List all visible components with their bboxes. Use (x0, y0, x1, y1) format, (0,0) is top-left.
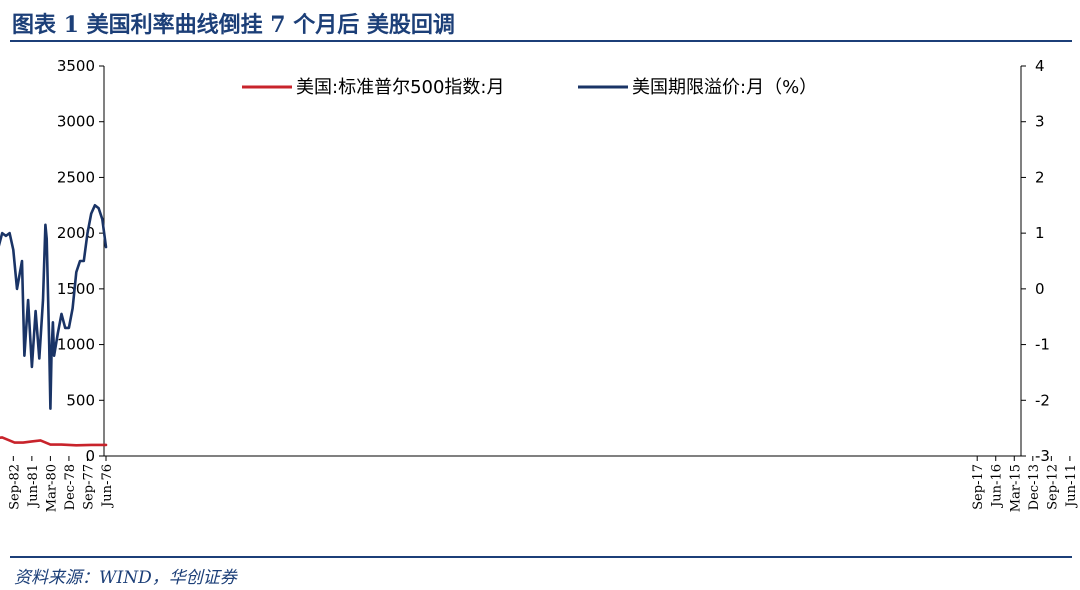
chart: 0 500 1000 1500 2000 2500 3000 3500 -3 -2 -1 0 1 2 3 4… (0, 57, 1079, 512)
x-tick-label: Jun-76 (100, 464, 115, 509)
legend-item-sp500: 美国:标准普尔500指数:月 (242, 77, 505, 98)
right-tick-label: 1 (1035, 224, 1045, 242)
x-tick-label: Dec-78 (63, 464, 78, 510)
x-tick-label: Sep-77 (81, 464, 96, 510)
x-tick-label: Jun-81 (26, 464, 41, 509)
left-tick-label: 3000 (57, 113, 95, 131)
report-header: 图表 1 美国利率曲线倒挂 7 个月后 美股回调 (0, 0, 1080, 44)
right-tick-label: -3 (1035, 447, 1050, 465)
right-axis-ticks: -3 -2 -1 0 1 2 3 4 (1021, 57, 1050, 465)
left-tick-label: 1000 (57, 336, 95, 354)
x-tick-label: Sep-82 (7, 464, 22, 510)
right-tick-label: 0 (1035, 280, 1045, 298)
x-tick-label: Mar-15 (1008, 464, 1023, 512)
left-tick-label: 0 (85, 447, 95, 465)
series-line-term-premium (0, 204, 108, 410)
plot-frame (103, 66, 1022, 457)
legend: 美国:标准普尔500指数:月 美国期限溢价:月（%） (242, 77, 817, 98)
legend-label-term-premium: 美国期限溢价:月（%） (632, 77, 817, 98)
x-tick-label: Dec-13 (1027, 464, 1042, 510)
x-tick-label: Dec-83 (0, 464, 4, 510)
left-tick-label: 2500 (57, 168, 95, 186)
left-tick-label: 3500 (57, 57, 95, 75)
right-tick-label: -2 (1035, 391, 1050, 409)
right-tick-label: 2 (1035, 168, 1045, 186)
right-tick-label: 3 (1035, 113, 1045, 131)
right-tick-label: 4 (1035, 57, 1045, 75)
left-axis-ticks: 0 500 1000 1500 2000 2500 3000 3500 (57, 57, 104, 465)
source-note: 资料来源：WIND，华创证券 (14, 568, 237, 588)
x-tick-label: Sep-17 (971, 464, 986, 510)
footer-rule (10, 556, 1072, 558)
legend-item-term-premium: 美国期限溢价:月（%） (578, 77, 817, 98)
left-tick-label: 1500 (57, 280, 95, 298)
left-tick-label: 500 (66, 391, 95, 409)
figure-title: 图表 1 美国利率曲线倒挂 7 个月后 美股回调 (12, 12, 455, 38)
right-tick-label: -1 (1035, 336, 1050, 354)
left-tick-label: 2000 (57, 224, 95, 242)
x-tick-label: Jun-16 (990, 464, 1005, 509)
x-tick-label: Mar-80 (44, 464, 59, 512)
x-axis-ticks: Jun-76Sep-77Dec-78Mar-80Jun-81Sep-82Dec-… (0, 456, 1079, 512)
series-lines (0, 204, 108, 447)
legend-label-sp500: 美国:标准普尔500指数:月 (296, 77, 505, 98)
header-rule (10, 40, 1072, 42)
x-tick-label: Sep-12 (1045, 464, 1060, 510)
x-tick-label: Jun-11 (1064, 464, 1079, 509)
